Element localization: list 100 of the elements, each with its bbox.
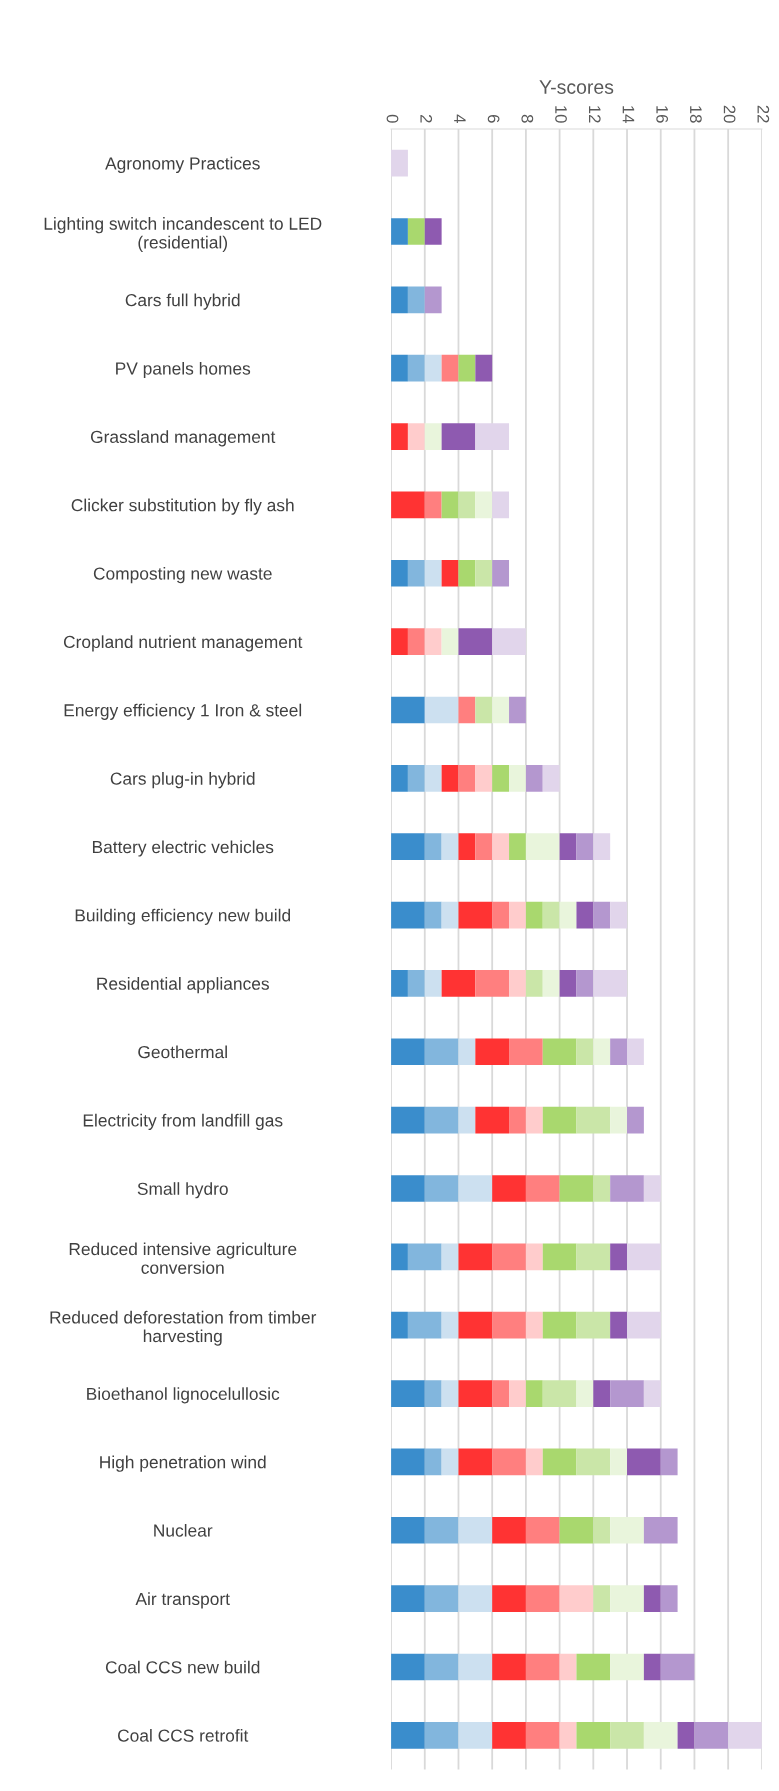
bar bbox=[610, 1243, 628, 1271]
bar bbox=[728, 1722, 762, 1749]
bar bbox=[458, 1311, 493, 1339]
bar bbox=[593, 833, 611, 861]
bar bbox=[492, 901, 510, 929]
y-tick-label: Bioethanol lignocelullosic bbox=[87, 1387, 280, 1404]
bar bbox=[441, 1380, 459, 1407]
bar bbox=[576, 1653, 611, 1681]
bar bbox=[475, 1106, 510, 1134]
y-tick-label: Energy efficiency 1 Iron & steel bbox=[64, 703, 302, 720]
y-tick-label: Geothermal bbox=[138, 1045, 227, 1059]
y-tick-label: Composting new waste bbox=[93, 566, 272, 584]
x-tick-label: 0 bbox=[386, 114, 399, 123]
bar bbox=[492, 1243, 526, 1271]
bar bbox=[475, 423, 510, 450]
bar bbox=[424, 354, 442, 382]
bar bbox=[407, 354, 425, 382]
bar bbox=[492, 1516, 526, 1544]
bar bbox=[643, 1653, 661, 1681]
bar bbox=[441, 1311, 459, 1339]
bar bbox=[492, 1448, 526, 1476]
bar bbox=[475, 833, 493, 861]
bar bbox=[441, 354, 459, 382]
bar bbox=[458, 559, 476, 587]
bar bbox=[610, 1448, 628, 1476]
bar bbox=[643, 1175, 661, 1202]
bar bbox=[525, 1311, 543, 1339]
bar bbox=[542, 1243, 577, 1271]
bar bbox=[677, 1722, 695, 1749]
bar bbox=[458, 491, 476, 519]
bar bbox=[391, 1311, 408, 1339]
bar bbox=[441, 423, 476, 450]
bar bbox=[509, 1038, 543, 1066]
x-tick-label: 4 bbox=[454, 114, 466, 123]
bar bbox=[509, 765, 526, 792]
bar bbox=[593, 970, 628, 997]
y-tick-label: PV panels homes bbox=[116, 361, 251, 379]
bar bbox=[391, 491, 425, 519]
bar bbox=[475, 765, 493, 792]
bar bbox=[407, 1243, 442, 1271]
bar bbox=[424, 286, 442, 314]
bar bbox=[424, 1038, 459, 1066]
bar bbox=[643, 1722, 678, 1749]
y-tick-label: Clicker substitution by fly ash bbox=[71, 498, 294, 515]
x-axis-title: Y-scores bbox=[539, 80, 614, 94]
bar bbox=[492, 1722, 526, 1749]
bar bbox=[424, 765, 442, 792]
bar bbox=[610, 1038, 628, 1066]
y-tick-label: Cropland nutrient management bbox=[63, 635, 303, 652]
bar bbox=[627, 1311, 661, 1339]
bar bbox=[559, 901, 577, 929]
bar bbox=[458, 901, 493, 929]
bar bbox=[610, 1653, 644, 1681]
bar bbox=[492, 491, 510, 519]
bar bbox=[391, 1380, 425, 1407]
bar bbox=[492, 1380, 510, 1407]
bar bbox=[441, 901, 459, 929]
bar bbox=[407, 423, 425, 450]
bar bbox=[525, 970, 543, 997]
bar bbox=[509, 833, 526, 861]
y-tick-label: Cars plug-in hybrid bbox=[110, 772, 255, 789]
bar bbox=[660, 1448, 678, 1476]
bar bbox=[475, 559, 493, 587]
y-tick-label: Residential appliances bbox=[97, 977, 269, 994]
bar bbox=[610, 1722, 644, 1749]
bar bbox=[576, 1380, 594, 1407]
bar bbox=[525, 765, 543, 792]
bar bbox=[391, 970, 408, 997]
bar bbox=[576, 901, 594, 929]
bar bbox=[509, 696, 526, 724]
bar bbox=[424, 1448, 442, 1476]
bar bbox=[576, 833, 594, 861]
bar bbox=[525, 1380, 543, 1407]
bar bbox=[525, 833, 560, 861]
bar bbox=[458, 1380, 493, 1407]
bar bbox=[458, 354, 476, 382]
bar bbox=[576, 970, 594, 997]
bar bbox=[424, 423, 442, 450]
y-tick-label: Coal CCS retrofit bbox=[118, 1729, 249, 1742]
bar bbox=[441, 559, 459, 587]
bar bbox=[391, 696, 425, 724]
bar bbox=[391, 149, 408, 177]
bar bbox=[391, 1175, 425, 1202]
bar bbox=[525, 901, 543, 929]
bar bbox=[407, 286, 425, 314]
bar bbox=[391, 559, 408, 587]
bar bbox=[492, 1653, 526, 1681]
y-tick-label: Battery electric vehicles bbox=[92, 840, 274, 857]
y-tick-label: High penetration wind bbox=[100, 1455, 266, 1472]
y-tick-label: Air transport bbox=[135, 1592, 230, 1609]
bar bbox=[593, 1380, 611, 1407]
x-tick-label: 6 bbox=[487, 114, 500, 123]
x-tick-label: 12 bbox=[589, 106, 601, 123]
bar bbox=[407, 1311, 442, 1339]
bar bbox=[391, 218, 408, 245]
y-tick-label: Reduced intensive agriculture conversion bbox=[69, 1242, 297, 1274]
bar bbox=[542, 1038, 577, 1066]
bar bbox=[458, 1038, 476, 1066]
y-tick-label: Small hydro bbox=[137, 1182, 228, 1199]
x-tick-label: 10 bbox=[555, 106, 567, 123]
